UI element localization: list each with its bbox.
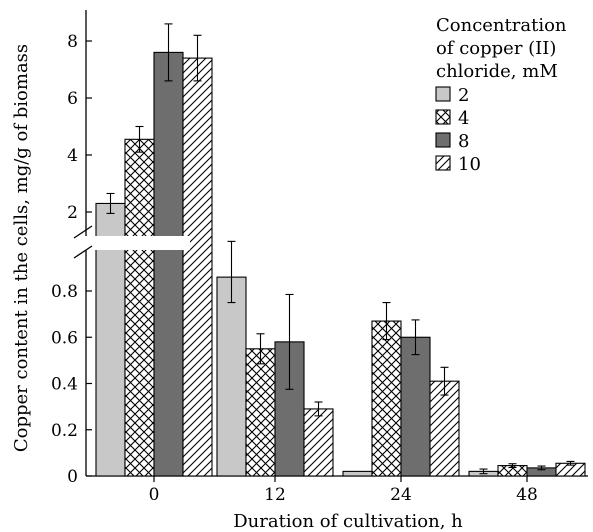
bar-series-4-cat-0 (124, 138, 155, 477)
legend-swatch-4 (435, 109, 451, 125)
y-tick-label: 0.2 (51, 421, 78, 441)
axis-break-gap (72, 236, 190, 250)
legend-label-4: 4 (458, 108, 469, 129)
legend-swatch-8 (435, 132, 451, 148)
legend-swatch-10 (435, 155, 451, 171)
y-axis-label: Copper content in the cells, mg/g of bio… (11, 44, 32, 452)
y-tick-label: 4 (67, 146, 78, 166)
y-tick-label: 8 (67, 32, 78, 52)
axis-break-mark (73, 245, 93, 259)
x-tick-label: 12 (264, 485, 286, 505)
y-tick-label: 0 (67, 467, 78, 487)
legend-label-10: 10 (458, 154, 481, 175)
y-tick-label: 0.8 (51, 282, 78, 302)
legend-label-2: 2 (458, 85, 469, 106)
axis-break-mark (73, 225, 93, 239)
legend-title: Concentration (436, 15, 567, 36)
x-axis-label: Duration of cultivation, h (233, 511, 463, 532)
legend-label-8: 8 (458, 131, 469, 152)
bar-series-4-cat-12 (245, 348, 276, 477)
bar-series-8-cat-24 (400, 336, 431, 477)
y-tick-label: 0.4 (51, 375, 78, 395)
y-tick-label: 6 (67, 89, 78, 109)
y-tick-label: 2 (67, 203, 78, 223)
bar-series-2-cat-24 (342, 470, 373, 477)
legend-title: chloride, mM (436, 61, 558, 82)
x-tick-label: 24 (390, 485, 412, 505)
x-tick-label: 48 (516, 485, 538, 505)
y-tick-label: 0.6 (51, 328, 78, 348)
legend-swatch-2 (435, 86, 451, 102)
bar-series-10-cat-12 (303, 408, 334, 477)
x-tick-label: 0 (149, 485, 160, 505)
legend-title: of copper (II) (436, 38, 556, 59)
bar-series-10-cat-0 (182, 57, 213, 477)
bar-series-8-cat-0 (153, 51, 184, 477)
bar-series-4-cat-24 (371, 320, 402, 477)
bar-series-2-cat-12 (216, 276, 247, 477)
